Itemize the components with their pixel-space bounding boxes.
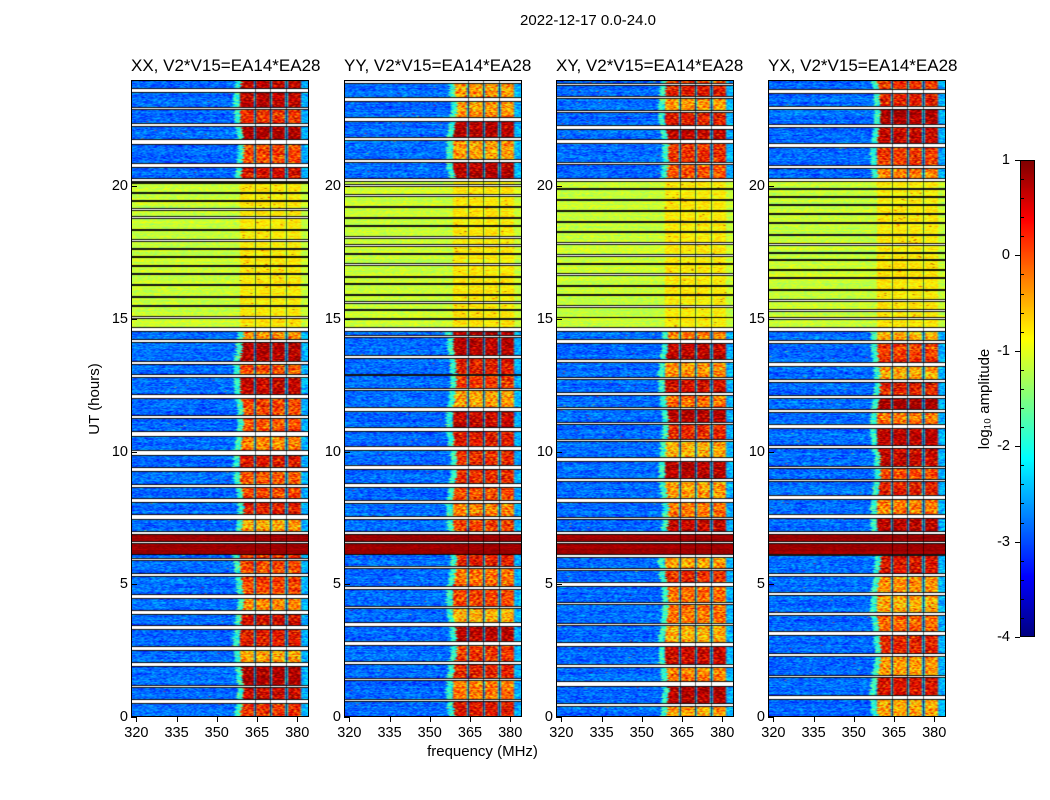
svg-text:UT (hours): UT (hours) — [86, 363, 103, 434]
svg-text:log₁₀ amplitude: log₁₀ amplitude — [976, 348, 993, 449]
